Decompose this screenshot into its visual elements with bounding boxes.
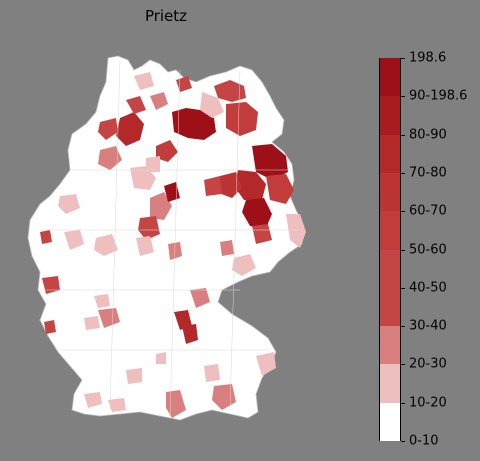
legend-tick-mark — [401, 287, 405, 289]
legend-tick-mark — [401, 326, 405, 328]
legend-swatch — [380, 211, 400, 250]
district-shading — [40, 72, 306, 418]
legend-label: 30-40 — [409, 318, 447, 334]
legend-colorbar — [379, 58, 401, 441]
legend-swatch — [380, 134, 400, 173]
legend-label: 0-10 — [409, 433, 439, 449]
legend-swatch — [380, 96, 400, 135]
legend-swatch — [380, 364, 400, 403]
legend-tick-mark — [401, 211, 405, 213]
legend-swatch — [380, 402, 400, 441]
legend-label: 50-60 — [409, 242, 447, 257]
legend-swatch — [380, 249, 400, 288]
legend-tick-mark — [401, 441, 405, 442]
legend-swatch — [380, 58, 400, 97]
map-title: Prietz — [144, 7, 188, 25]
legend-swatch — [380, 287, 400, 327]
germany-choropleth-map — [27, 55, 306, 421]
legend-label: 80-90 — [409, 127, 447, 143]
legend-label: 20-30 — [409, 356, 447, 372]
district-boundaries — [40, 59, 300, 419]
legend-tick-mark — [401, 96, 405, 98]
legend-tick-mark — [401, 364, 405, 366]
legend-tick-mark — [401, 172, 405, 174]
legend-label: 198.6 — [409, 50, 447, 66]
legend-tick-mark — [401, 249, 405, 251]
legend-label: 40-50 — [409, 280, 447, 296]
legend-tick-mark — [401, 402, 405, 404]
legend-swatch — [380, 326, 400, 365]
legend-tick-mark — [401, 134, 405, 136]
legend-label: 90-198.6 — [409, 88, 468, 104]
legend-swatch — [380, 172, 400, 212]
legend-label: 60-70 — [409, 203, 447, 219]
germany-outline — [27, 55, 305, 421]
legend-label: 70-80 — [409, 165, 447, 181]
legend-label: 10-20 — [409, 395, 447, 411]
legend-tick-mark — [401, 58, 405, 59]
